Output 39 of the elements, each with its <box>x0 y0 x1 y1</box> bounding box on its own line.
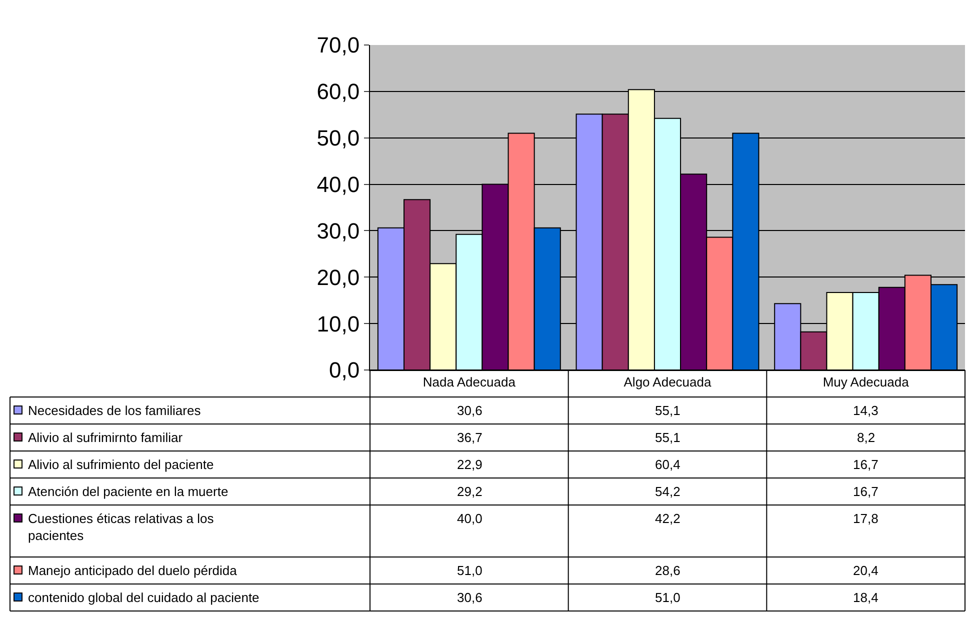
legend-label: Atención del paciente en la muerte <box>28 484 228 499</box>
y-tick-label: 50,0 <box>316 126 360 151</box>
data-label: 20,4 <box>853 563 878 578</box>
data-label: 55,1 <box>655 403 680 418</box>
data-label: 30,6 <box>457 590 482 605</box>
data-label: 16,7 <box>853 484 878 499</box>
data-label: 30,6 <box>457 403 482 418</box>
data-label: 51,0 <box>457 563 482 578</box>
y-tick-label: 20,0 <box>316 264 360 290</box>
data-label: 42,2 <box>655 511 680 526</box>
legend-label: Necesidades de los familiares <box>28 403 202 418</box>
x-tick-label: Nada Adecuada <box>422 374 516 390</box>
data-label: 17,8 <box>853 511 878 526</box>
data-label: 51,0 <box>655 590 680 605</box>
x-tick-label: Muy Adecuada <box>822 374 910 390</box>
data-label: 40,0 <box>457 511 482 526</box>
legend-label: Manejo anticipado del duelo pérdida <box>28 563 238 578</box>
y-tick-label: 40,0 <box>316 172 360 197</box>
data-label: 55,1 <box>655 430 680 445</box>
legend-label: Alivio al sufrimirnto familiar <box>28 430 184 445</box>
data-label: 16,7 <box>853 457 878 472</box>
data-label: 28,6 <box>655 563 680 578</box>
data-label: 18,4 <box>853 590 878 605</box>
data-label: 60,4 <box>655 457 680 472</box>
y-tick-label: 30,0 <box>316 218 360 244</box>
data-label: 29,2 <box>457 484 482 499</box>
y-tick-label: 10,0 <box>316 311 360 336</box>
data-label: 22,9 <box>457 457 482 472</box>
y-tick-label: 70,0 <box>316 32 360 58</box>
legend-label: contenido global del cuidado al paciente <box>28 590 260 605</box>
legend-label: Alivio al sufrimiento del paciente <box>28 457 214 472</box>
y-tick-label: 60,0 <box>316 79 360 104</box>
data-label: 8,2 <box>857 430 876 445</box>
data-label: 14,3 <box>853 403 878 418</box>
y-tick-label: 0,0 <box>329 358 360 383</box>
data-label: 36,7 <box>457 430 482 445</box>
data-label: 54,2 <box>655 484 680 499</box>
x-tick-label: Algo Adecuada <box>624 374 712 390</box>
legend-label: Cuestiones éticas relativas a los pacientes <box>28 511 214 543</box>
